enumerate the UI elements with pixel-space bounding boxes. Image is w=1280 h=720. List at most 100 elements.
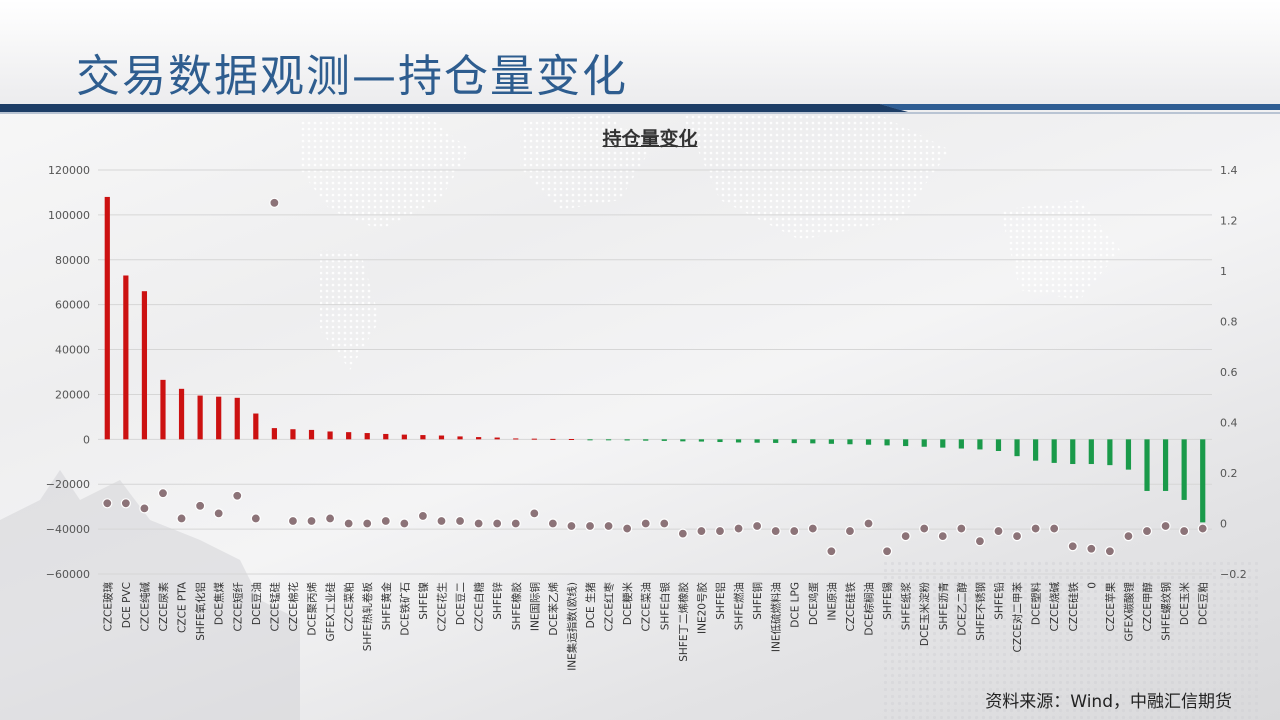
bar	[513, 438, 519, 440]
bar	[401, 434, 407, 440]
left-axis-tick-label: −20000	[46, 478, 90, 491]
bar	[717, 439, 723, 443]
scatter-point	[993, 525, 1004, 537]
bar	[1162, 439, 1169, 491]
scatter-point	[195, 500, 206, 511]
bar	[141, 291, 148, 440]
bar	[568, 439, 575, 440]
category-label: DCE铁矿石	[398, 582, 411, 636]
category-label: CZCE红枣	[603, 582, 616, 632]
bar	[754, 439, 760, 443]
right-axis-tick-label: 0	[1220, 518, 1227, 531]
bar	[1181, 439, 1187, 500]
category-label: CZCE纯碱	[138, 582, 151, 632]
category-label: CZCE硅铁	[1067, 582, 1080, 632]
scatter-point	[826, 546, 837, 557]
right-axis-tick-label: 0.2	[1220, 467, 1238, 480]
scatter-point	[714, 525, 726, 537]
category-label: DCE塑料	[1030, 582, 1043, 626]
bar	[1088, 439, 1094, 465]
category-label: SHFE氧化铝	[194, 582, 207, 641]
category-label: SHFE铅	[992, 582, 1005, 620]
category-label: SHFE白银	[658, 582, 671, 631]
bar	[828, 439, 834, 444]
category-label: DCE焦煤	[213, 582, 226, 626]
bar	[661, 439, 667, 441]
category-label: DCE棕榈油	[863, 582, 876, 636]
bar	[865, 439, 872, 445]
bar	[735, 439, 742, 443]
scatter-point	[529, 508, 540, 519]
scatter-point	[1049, 523, 1060, 534]
chart-title: 持仓量变化	[602, 128, 698, 150]
category-label: SHFE铜	[752, 582, 764, 620]
bar	[346, 432, 352, 440]
category-label: SHFE丁二烯橡胶	[677, 582, 690, 662]
category-label: SHFE螺纹钢	[1160, 582, 1173, 641]
category-label: SHFE燃油	[733, 582, 746, 630]
category-label: INE集运指数(欧线)	[565, 582, 578, 671]
scatter-point	[789, 525, 800, 537]
category-label: SHFE黄金	[380, 582, 393, 631]
bar	[1033, 439, 1039, 461]
bar	[847, 439, 853, 445]
category-label: DCE LPG	[789, 582, 801, 628]
category-label: CZCE对二甲苯	[1011, 582, 1024, 653]
category-label: INE低硫燃料油	[770, 582, 783, 652]
bar	[1051, 439, 1057, 463]
bar	[308, 429, 315, 440]
category-label: CZCE苹果	[1104, 582, 1117, 632]
title-band	[0, 0, 1280, 114]
category-label: DCE玉米淀粉	[918, 582, 931, 647]
bar	[178, 388, 185, 440]
left-axis-tick-label: 120000	[48, 164, 90, 177]
bar	[383, 433, 389, 440]
category-label: CZCE菜粕	[343, 582, 356, 632]
scatter-point	[492, 518, 503, 529]
category-label: CZCE短纤	[231, 582, 244, 632]
category-label: CZCE棉花	[287, 582, 300, 632]
scatter-point	[881, 546, 893, 557]
scatter-point	[900, 531, 911, 542]
scatter-point	[956, 523, 967, 534]
bar	[680, 439, 686, 442]
category-label: DCE鸡蛋	[807, 582, 820, 626]
bar	[327, 431, 333, 440]
scatter-point	[974, 536, 986, 547]
category-label: DCE玉米	[1178, 582, 1191, 626]
category-label: CZCE PTA	[177, 581, 189, 633]
bar	[810, 439, 816, 444]
scatter-point	[1104, 546, 1115, 557]
scatter-point	[324, 513, 336, 524]
category-label: CZCE烧碱	[1048, 582, 1061, 632]
category-label: INE原油	[825, 582, 838, 621]
scatter-point	[157, 488, 169, 499]
scatter-point	[287, 515, 299, 527]
category-label: GFEX碳酸锂	[1122, 582, 1135, 642]
right-axis-tick-label: 1.4	[1220, 164, 1238, 177]
bar	[550, 438, 556, 440]
category-label: CZCE玻璃	[101, 582, 114, 632]
right-axis-tick-label: 0.8	[1220, 316, 1238, 329]
scatter-point	[269, 197, 280, 208]
category-label: SHFE锡	[881, 582, 894, 620]
bar	[1125, 439, 1132, 470]
scatter-point	[807, 523, 818, 534]
bar	[1070, 439, 1076, 465]
bar	[494, 437, 500, 440]
scatter-point	[733, 523, 744, 534]
left-axis-tick-label: 0	[83, 433, 90, 446]
open-interest-chart: 120000 100000 80000 60000 40000 20000 0 −20000 −…	[46, 164, 1247, 671]
category-label: DCE乙二醇	[955, 582, 968, 636]
bar	[1014, 439, 1020, 457]
left-axis-tick-label: 100000	[48, 209, 90, 222]
bar	[1107, 439, 1113, 466]
scatter-point	[677, 528, 688, 539]
left-axis-tick-label: 20000	[55, 388, 90, 401]
bar	[253, 413, 259, 440]
bar	[940, 439, 946, 448]
bar	[438, 435, 445, 440]
source-note: 资料来源：Wind，中融汇信期货	[985, 692, 1232, 712]
left-axis-tick-label: 80000	[55, 254, 90, 267]
category-label: 0	[1086, 582, 1098, 589]
